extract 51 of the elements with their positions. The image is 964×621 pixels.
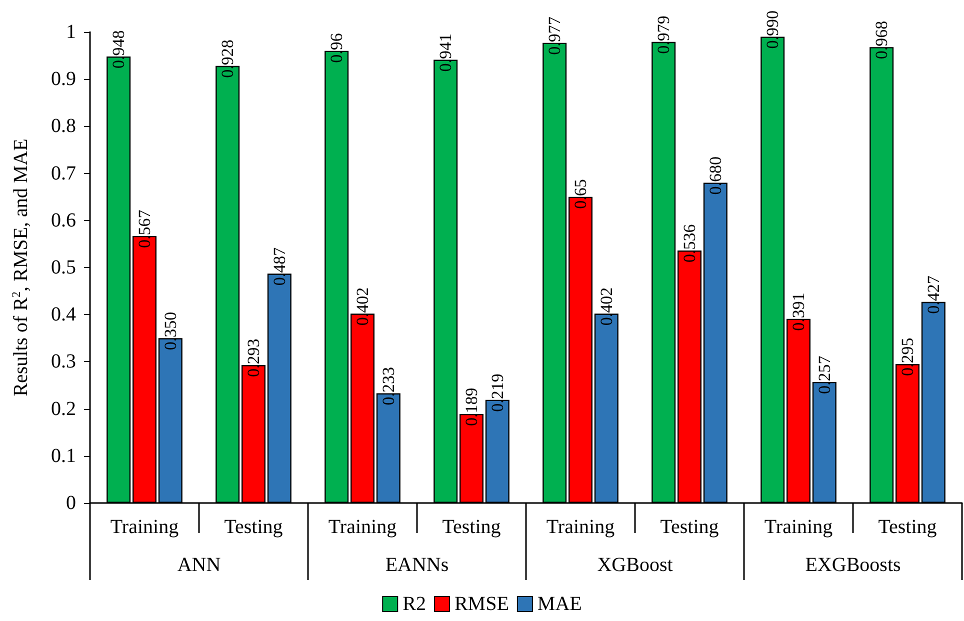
x-tick-label: Testing [224,516,283,538]
y-tick-label: 0.9 [51,68,76,90]
data-label: 0.293 [244,338,263,377]
data-label: 0.928 [218,40,238,78]
data-label: 0.487 [270,246,289,286]
x-tick-label: Training [110,516,179,538]
y-tick-label: 0.5 [51,256,76,278]
data-label: 0.567 [135,209,154,248]
data-label: 0.96 [327,33,346,63]
y-tick-label: 0.3 [51,350,76,373]
data-label: 0.968 [872,20,892,60]
legend-label: MAE [537,593,582,615]
data-label: 0.948 [109,30,128,68]
y-tick-label: 0.8 [51,115,76,138]
data-label: 0.257 [814,355,834,394]
data-label: 0.979 [654,16,674,54]
data-label: 0.295 [898,338,917,376]
data-label: 0.65 [571,179,590,209]
data-label: 0.427 [924,275,943,314]
legend-label: R2 [402,593,426,615]
y-tick-label: 0.2 [51,398,76,420]
data-label: 0.219 [488,374,507,412]
data-label: 0.391 [789,292,808,331]
text: EXGBoosts [805,554,901,576]
x-tick-label: Testing [442,516,501,538]
data-label: 0.402 [353,287,372,326]
data-label: 0.402 [596,287,616,326]
text: ANN [177,554,221,576]
data-label: 0.941 [436,34,456,72]
data-label: 0.233 [378,367,398,406]
x-tick-label: Testing [878,516,937,538]
y-tick-label: 0 [66,492,76,514]
text: EANNs [385,554,449,576]
y-tick-label: 0.6 [51,209,76,232]
data-label: 0.680 [706,156,725,195]
data-label: 0.990 [763,10,782,49]
y-tick-label: 0.4 [51,304,76,326]
y-tick-label: 1 [66,21,76,43]
x-tick-label: Training [764,516,833,538]
x-tick-label: Training [328,516,397,538]
text: XGBoost [597,554,674,576]
legend-label: RMSE [454,593,509,615]
data-label: 0.536 [680,224,699,263]
y-tick-label: 0.7 [51,162,76,184]
data-label: 0.189 [462,388,481,426]
data-label: 0.350 [160,312,180,350]
y-tick-label: 0.1 [51,444,76,467]
data-label: 0.977 [545,16,564,55]
x-tick-label: Testing [660,516,719,538]
x-tick-label: Training [546,516,615,538]
y-axis-title: Results of R2, RMSE, and MAE [9,138,32,396]
